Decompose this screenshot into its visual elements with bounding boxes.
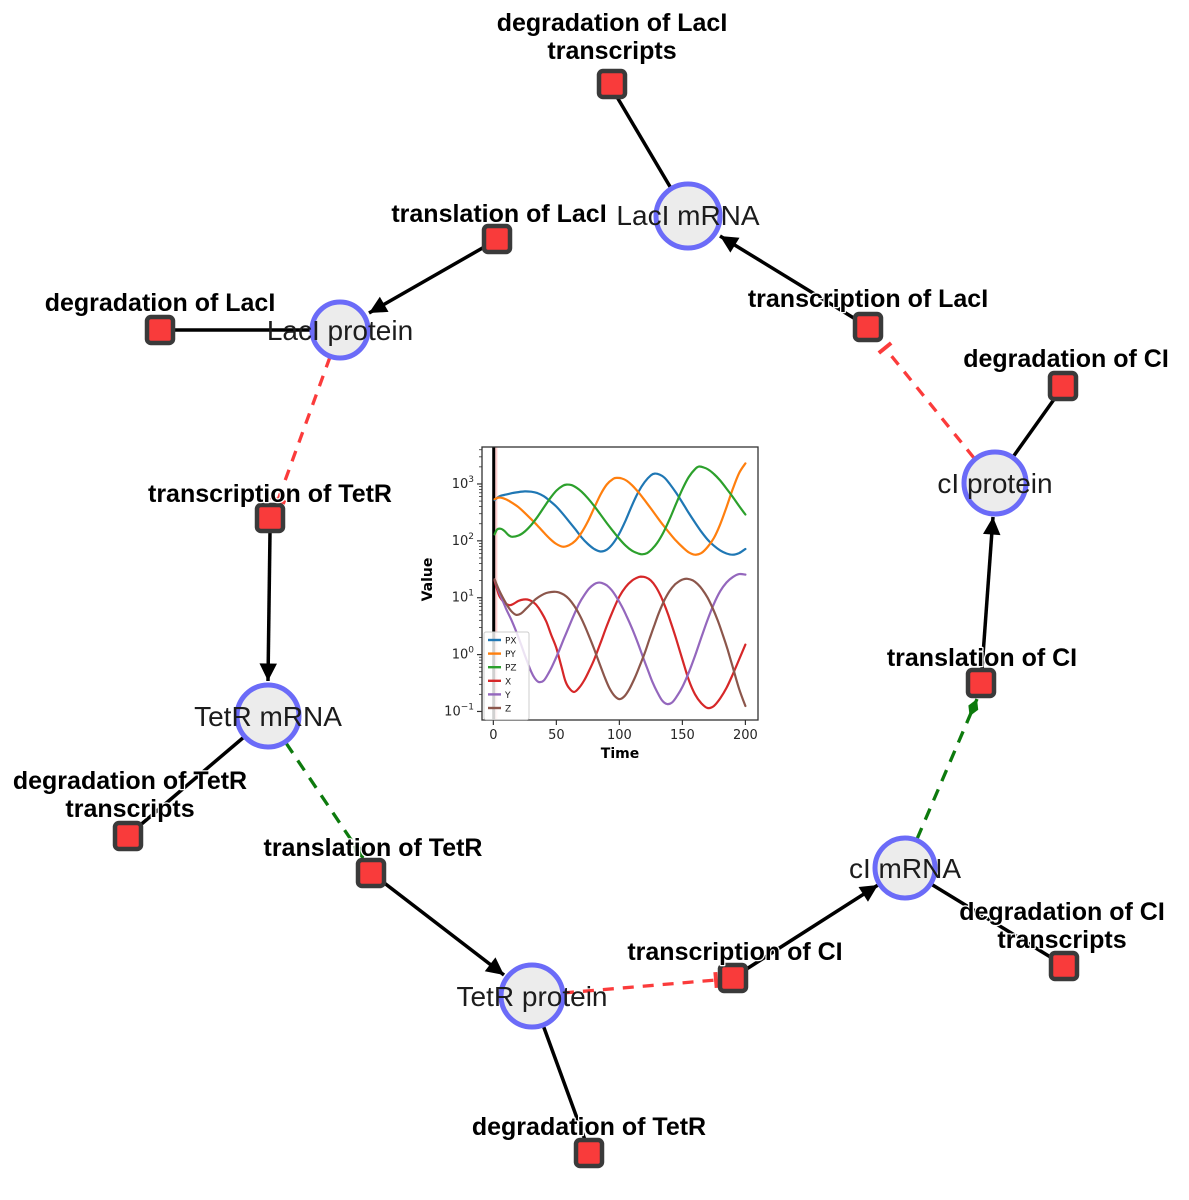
reaction-node-translation-of-tetr[interactable] — [355, 857, 387, 889]
edge-ci-mrna-modifies-translation — [915, 698, 979, 840]
edge-laci-protein-inhibits-tx-tetr — [269, 356, 332, 505]
reaction-nodes-layer — [112, 68, 1080, 1169]
reaction-label-degradation-of-ci-transcripts: degradation of CI — [959, 898, 1165, 926]
y-tick-label: 102 — [452, 532, 474, 549]
species-node-ci-protein[interactable] — [961, 449, 1029, 517]
x-tick-label: 100 — [607, 728, 632, 743]
species-node-tetr-mrna[interactable] — [234, 682, 302, 750]
edge-translation-tetr-to-tetr-protein — [381, 880, 506, 977]
edge-tetr-mrna-to-degradation — [136, 735, 246, 829]
y-tick-label: 101 — [452, 589, 474, 606]
reaction-node-translation-of-ci[interactable] — [965, 667, 997, 699]
edges-layer — [136, 96, 1057, 1141]
edge-tetr-protein-to-degradation — [541, 1024, 587, 1141]
edge-ci-mrna-to-degradation — [930, 882, 1053, 960]
inset-chart: 0 50 100 150 20010−1100101102103TimeValuePXP… — [420, 446, 759, 762]
curve-py — [493, 462, 747, 556]
edge-translation-ci-to-ci-protein — [980, 516, 1001, 670]
reaction-node-degradation-of-laci-transcripts[interactable] — [596, 68, 628, 100]
species-label-laci-mrna: LacI mRNA — [616, 200, 759, 231]
reaction-label-translation-of-ci: translation of CI — [887, 644, 1077, 672]
curve-x — [493, 575, 747, 710]
reaction-node-degradation-of-tetr[interactable] — [573, 1137, 605, 1169]
chart-legend: PX PY PZ XYZ — [483, 631, 530, 721]
species-label-ci-protein: cI protein — [937, 468, 1052, 499]
chart-frame — [481, 446, 759, 721]
species-label-laci-protein: LacI protein — [267, 315, 413, 346]
edge-tetr-mrna-modifies-translation — [284, 742, 366, 860]
x-tick-label: 50 — [548, 728, 565, 743]
reaction-label-translation-of-laci: translation of LacI — [391, 200, 606, 228]
species-node-ci-mrna[interactable] — [872, 835, 938, 901]
labels-layer: degradation of LacItranscriptstranslatio… — [12, 8, 1170, 1143]
species-label-ci-mrna: cI mRNA — [849, 853, 961, 884]
reaction-label-degradation-of-tetr-transcripts: degradation of TetR — [13, 767, 247, 795]
reaction-node-degradation-of-ci[interactable] — [1047, 370, 1079, 402]
edge-ci-protein-to-degradation — [1011, 396, 1057, 459]
chart-x-axis-label: Time — [601, 746, 639, 762]
reaction-label-translation-of-tetr: translation of TetR — [264, 834, 483, 862]
reaction-node-degradation-of-ci-transcripts[interactable] — [1048, 950, 1080, 982]
reaction-label-transcription-of-ci: transcription of CI — [627, 938, 842, 966]
species-node-laci-mrna[interactable] — [653, 181, 723, 251]
curve-z — [493, 577, 747, 708]
edge-transcription-ci-to-ci-mrna — [744, 883, 879, 972]
legend-entry-pz: PZ — [505, 664, 517, 674]
x-tick-label: 200 — [733, 728, 758, 743]
species-label-tetr-mrna: TetR mRNA — [194, 701, 342, 732]
legend-entry-px: PX — [505, 637, 517, 647]
species-node-tetr-protein[interactable] — [498, 962, 566, 1030]
edge-ci-protein-inhibits-tx-laci — [877, 341, 976, 460]
edge-transcription-laci-to-laci-mrna — [719, 234, 858, 322]
reaction-node-translation-of-laci[interactable] — [481, 223, 513, 255]
reaction-node-degradation-of-tetr-transcripts[interactable] — [112, 820, 144, 852]
reaction-label-degradation-of-tetr: degradation of TetR — [472, 1113, 706, 1141]
curve-pz — [493, 465, 747, 556]
edge-tetr-protein-inhibits-tx-ci — [562, 971, 719, 995]
reaction-label-degradation-of-ci: degradation of CI — [963, 345, 1169, 373]
species-node-laci-protein[interactable] — [309, 299, 371, 361]
y-tick-label: 100 — [452, 646, 475, 663]
curve-px — [493, 472, 747, 556]
species-label-tetr-protein: TetR protein — [457, 981, 608, 1012]
reaction-node-transcription-of-laci[interactable] — [852, 311, 884, 343]
edge-transcription-tetr-to-tetr-mrna — [259, 531, 277, 682]
reaction-label-transcription-of-tetr: transcription of TetR — [148, 480, 392, 508]
reaction-node-transcription-of-ci[interactable] — [717, 962, 749, 994]
legend-entry-py: PY — [505, 650, 516, 660]
legend-entry-z: Z — [505, 705, 511, 715]
legend-entry-x: X — [505, 677, 511, 687]
chart-y-axis-label: Value — [420, 558, 436, 602]
edge-laci-mrna-to-degradation — [615, 96, 674, 191]
species-nodes-layer — [234, 181, 1029, 1030]
x-tick-label: 150 — [670, 728, 695, 743]
reaction-label-degradation-of-laci-transcripts: degradation of LacI — [497, 9, 728, 37]
reaction-label-degradation-of-ci-transcripts: transcripts — [997, 926, 1126, 954]
curve-y — [493, 572, 747, 706]
reaction-label-degradation-of-laci: degradation of LacI — [45, 289, 276, 317]
reaction-node-transcription-of-tetr[interactable] — [254, 502, 286, 534]
edge-translation-laci-to-laci-protein — [368, 244, 487, 315]
reaction-label-degradation-of-tetr-transcripts: transcripts — [65, 795, 194, 823]
reaction-label-transcription-of-laci: transcription of LacI — [748, 285, 988, 313]
legend-entry-y: Y — [504, 691, 511, 701]
y-tick-label: 103 — [452, 475, 474, 492]
reaction-label-degradation-of-laci-transcripts: transcripts — [547, 37, 676, 65]
x-tick-label: 0 — [489, 728, 497, 743]
y-tick-label: 10−1 — [444, 702, 474, 719]
reaction-node-degradation-of-laci[interactable] — [144, 314, 176, 346]
